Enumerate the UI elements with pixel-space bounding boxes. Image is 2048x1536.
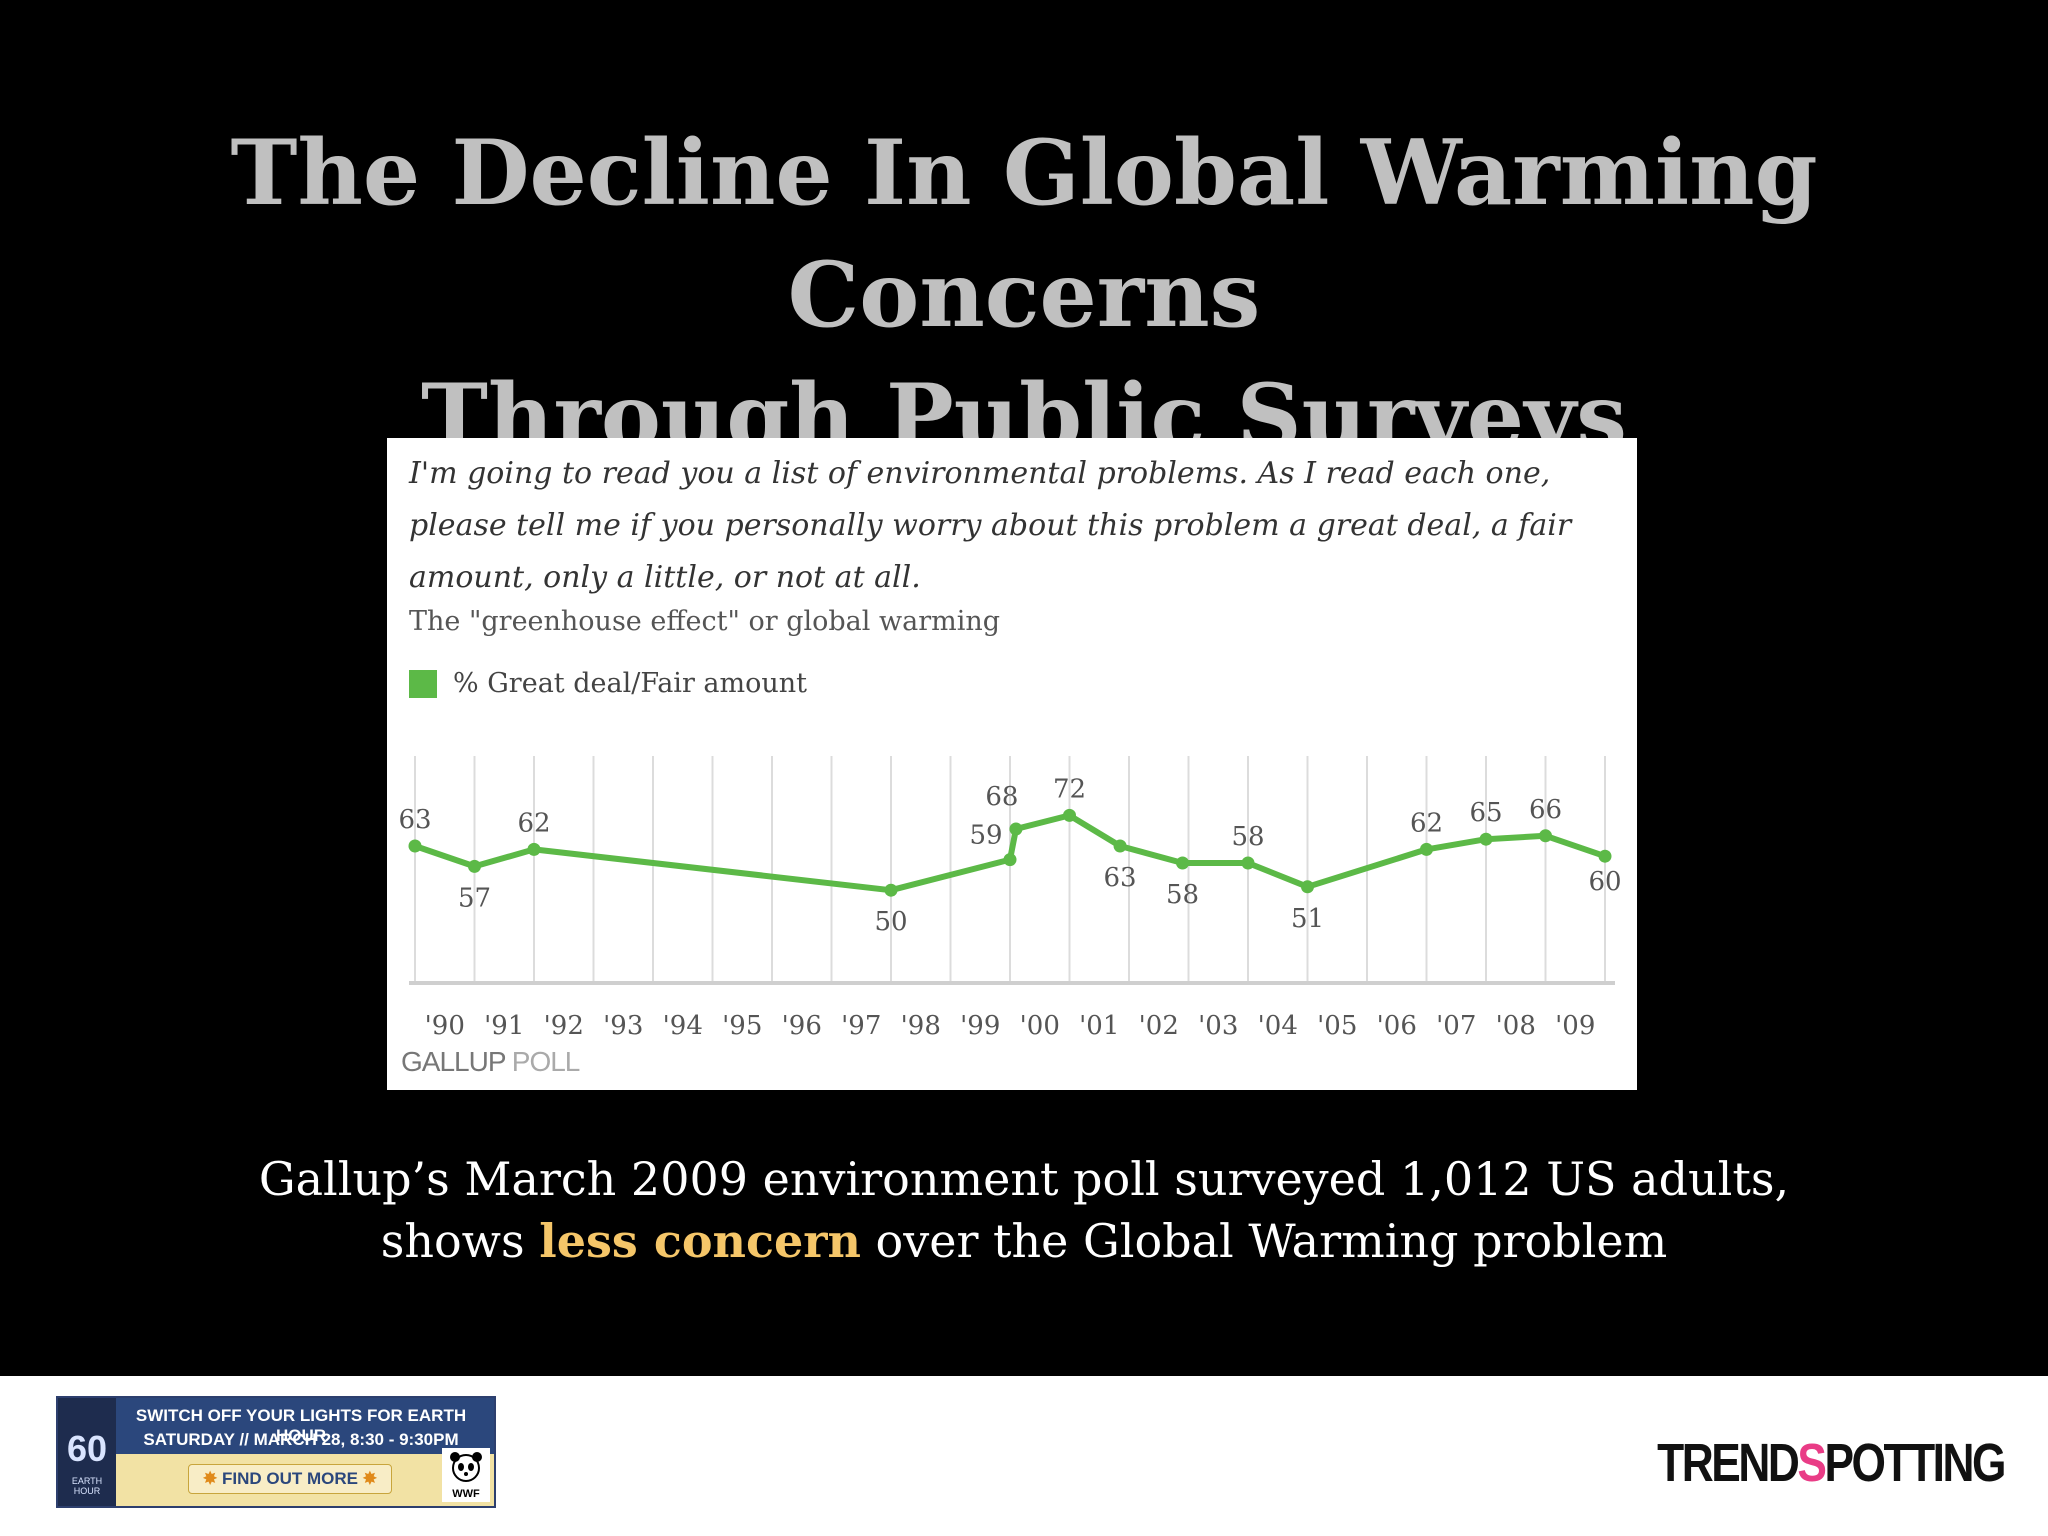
x-tick-label: '09 [1555,1011,1595,1038]
data-point [1063,808,1076,822]
data-point [1479,832,1493,846]
brand-trend: TREND [1657,1433,1800,1493]
data-label: 58 [1166,880,1199,910]
chart-legend: % Great deal/Fair amount [409,668,807,699]
x-tick-label: '03 [1198,1011,1238,1038]
data-point [1539,829,1552,843]
data-point [1176,856,1190,870]
data-label: 65 [1469,798,1502,828]
x-tick-label: '91 [484,1011,524,1038]
line-chart: '90 '91 '92 '93 '94 '95 '96 '97 '98 '99 '00 '01 '02 '… [398,756,1622,1038]
earth-hour-logo: 60 EARTH HOUR [58,1398,116,1506]
banner-header [58,1398,494,1454]
slide-title: The Decline In Global Warming Concerns T… [0,112,2048,478]
source-poll: POLL [505,1046,581,1077]
star-icon: ✸ [203,1469,222,1488]
data-label: 58 [1231,822,1264,852]
chart-card: I'm going to read you a list of environm… [387,438,1637,1090]
data-point [1003,853,1017,867]
data-label: 51 [1291,904,1324,934]
data-point [1241,856,1255,870]
x-tick-label: '95 [722,1011,762,1038]
data-point [468,859,481,873]
star-icon: ✸ [357,1469,377,1488]
x-tick-label: '01 [1079,1011,1119,1038]
x-tick-label: '02 [1139,1011,1179,1038]
chart-subtitle: The "greenhouse effect" or global warmin… [409,606,1001,637]
data-label: 63 [1104,863,1137,893]
data-label: 66 [1529,795,1562,825]
x-tick-label: '07 [1436,1011,1476,1038]
data-label: 63 [398,805,431,835]
x-tick-label: '00 [1020,1011,1060,1038]
survey-question: I'm going to read you a list of environm… [409,456,1572,595]
x-tick-label: '90 [425,1011,465,1038]
x-tick-label: '93 [603,1011,643,1038]
trendspotting-logo[interactable]: TRENDSPOTTING [1657,1432,2006,1494]
data-label: 72 [1053,774,1086,804]
data-label: 62 [517,808,550,838]
x-tick-label: '05 [1317,1011,1357,1038]
data-label: 62 [1410,808,1443,838]
x-tick-label: '92 [544,1011,584,1038]
find-out-more-button[interactable]: ✸ FIND OUT MORE ✸ [188,1464,392,1494]
wwf-label: WWF [452,1488,480,1500]
gallup-poll-source: GALLUP POLL [401,1046,581,1078]
data-point [1301,880,1314,894]
data-point [1113,839,1127,853]
slide-caption: Gallup’s March 2009 environment poll sur… [0,1148,2048,1272]
data-point [1420,842,1433,856]
x-tick-label: '97 [841,1011,881,1038]
title-line-1: The Decline In Global Warming Concerns [230,120,1818,348]
legend-label: % Great deal/Fair amount [453,668,808,699]
data-label: 59 [969,821,1002,851]
wwf-logo: WWF [442,1448,490,1502]
find-out-more-label: FIND OUT MORE [221,1469,358,1488]
x-tick-label: '98 [901,1011,941,1038]
banner-headline: SWITCH OFF YOUR LIGHTS FOR EARTH HOUR [135,1406,467,1445]
data-point [1009,822,1023,836]
data-point [884,883,898,897]
caption-post: over the Global Warming problem [860,1214,1668,1268]
data-point [527,842,541,856]
banner-date: SATURDAY // MARCH 28, 8:30 - 9:30PM [143,1430,459,1449]
x-tick-label: '99 [960,1011,1000,1038]
source-gallup: GALLUP [401,1046,506,1077]
x-tick-label: '06 [1377,1011,1417,1038]
data-point [1598,849,1612,863]
data-label: 50 [874,907,907,937]
caption-line-1: Gallup’s March 2009 environment poll sur… [258,1152,1790,1206]
caption-highlight: less concern [539,1214,861,1268]
x-tick-label: '96 [782,1011,822,1038]
data-label: 60 [1588,867,1621,897]
brand-potting: POTTING [1824,1433,2006,1493]
x-tick-label: '04 [1258,1011,1298,1038]
data-point [408,839,422,853]
x-tick-label: '94 [663,1011,703,1038]
earth-hour-logo-number: 60 [66,1428,108,1469]
data-label: 68 [985,782,1018,812]
caption-pre: shows [380,1214,540,1268]
legend-swatch [409,669,437,698]
footer-bar: 60 EARTH HOUR SWITCH OFF YOUR LIGHTS FOR… [0,1376,2048,1536]
panda-icon [450,1452,482,1482]
earth-hour-banner[interactable]: 60 EARTH HOUR SWITCH OFF YOUR LIGHTS FOR… [56,1396,496,1508]
brand-s: S [1797,1433,1827,1493]
data-label: 57 [458,883,491,913]
x-tick-label: '08 [1496,1011,1536,1038]
earth-hour-logo-text: EARTH HOUR [71,1476,103,1496]
caption-line-2: shows less concern over the Global Warmi… [0,1210,2048,1272]
